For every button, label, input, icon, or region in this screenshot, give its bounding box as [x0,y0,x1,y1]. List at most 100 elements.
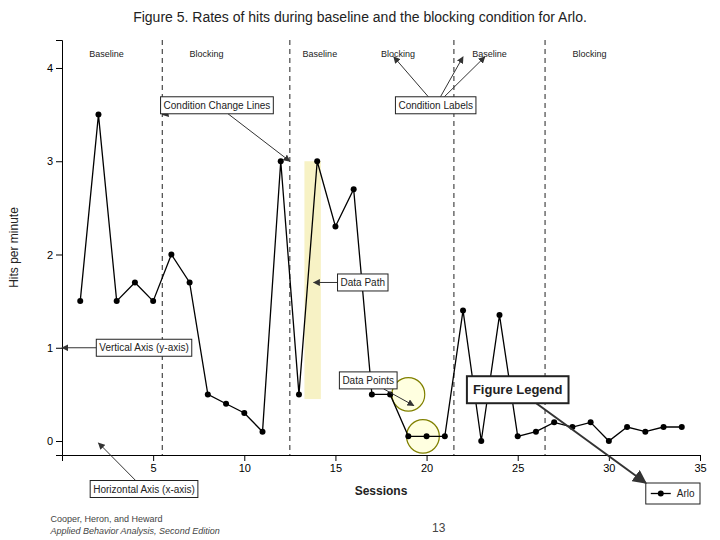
condition-label: Blocking [190,49,224,59]
annotation-box [96,339,191,356]
chart-container: Figure 5. Rates of hits during baseline … [0,0,720,540]
x-tick: 20 [421,455,433,474]
y-tick-label: 4 [47,62,53,74]
series-point [496,312,502,318]
plot-area: 5 10 15 20 25 30 35 0 1 2 3 4 Sessions Baseline Blocki… [47,40,707,504]
x-axis-title: Sessions [355,484,408,498]
series-point [533,429,539,435]
series-point [150,298,156,304]
series-point [187,279,193,285]
annotation: Condition Change Lines [161,97,274,114]
data-layer [77,40,685,455]
x-tick: 30 [603,455,615,474]
series-point [351,186,357,192]
x-tick-label: 35 [694,462,706,474]
series-point [624,424,630,430]
series-point [679,424,685,430]
x-tick-label: 5 [151,462,157,474]
series-line [80,115,682,441]
series-point [515,433,521,439]
footer: Cooper, Heron, and HewardApplied Behavio… [49,514,445,536]
y-tick: 3 [47,155,62,167]
condition-label: Blocking [381,49,415,59]
y-tick: 2 [47,249,62,261]
annotation-box [395,97,476,114]
y-axis-line [56,41,63,456]
annotation-box [161,97,274,114]
annotation-arrow [98,443,135,481]
annotation: Figure Legend [467,376,569,403]
series-point [95,112,101,118]
condition-label: Baseline [303,49,338,59]
condition-label: Baseline [472,49,507,59]
y-tick: 0 [47,435,62,447]
series-point [241,410,247,416]
series-point [296,391,302,397]
phase-line [289,40,290,455]
series-point [168,251,174,257]
highlight-band [304,161,320,399]
series-point [478,438,484,444]
legend: Arlo [646,483,700,504]
series-point [369,391,375,397]
series-point [314,158,320,164]
x-tick-mark [700,455,701,461]
annotation-text: Vertical Axis (y-axis) [99,342,188,353]
x-axis-line [63,456,701,462]
series-point [77,298,83,304]
x-tick-mark [153,455,154,461]
annotation-arrow [440,57,463,97]
annotation: Horizontal Axis (x-axis) [90,481,198,498]
series-point [642,429,648,435]
annotation-arrow [536,403,646,483]
x-tick-label: 10 [239,462,251,474]
annotation-text: Condition Labels [398,100,473,111]
series-point [205,391,211,397]
annotation-arrows [62,57,646,483]
y-tick: 1 [47,342,62,354]
x-tick: 25 [512,455,524,474]
series-point [278,158,284,164]
x-tick: 15 [330,455,342,474]
annotation-arrow [444,57,485,97]
footer-text: 13 [432,521,446,535]
legend-swatch-marker [658,491,664,497]
x-tick-label: 20 [421,462,433,474]
legend-item: Arlo [651,488,695,499]
series-point [460,307,466,313]
annotation-arrow [384,389,414,406]
annotation-box [90,481,198,498]
series-point [606,438,612,444]
annotation: Data Points [339,372,397,389]
series-point [442,433,448,439]
condition-label: Baseline [89,49,124,59]
x-tick-mark [427,455,428,461]
y-axis: 0 1 2 3 4 [47,41,63,456]
x-tick-mark [244,455,245,461]
annotation-box [338,274,388,291]
y-tick-mark [56,441,62,442]
y-tick-label: 2 [47,249,53,261]
x-tick: 35 [694,455,706,474]
annotation-arrow [394,57,429,97]
x-tick-label: 30 [603,462,615,474]
series-point [405,433,411,439]
series-point [332,224,338,230]
annotation: Condition Labels [395,97,476,114]
annotation-box [339,372,397,389]
annotation-arrow [228,114,290,161]
x-tick-mark [518,455,519,461]
series-point [114,298,120,304]
series-point [132,279,138,285]
annotation: Vertical Axis (y-axis) [96,339,191,356]
annotation: Data Path [338,274,388,291]
y-tick: 4 [47,62,62,74]
annotation-text: Horizontal Axis (x-axis) [93,484,195,495]
annotation-boxes: Condition Change Lines Condition Labels Ve… [90,97,568,498]
y-axis-title: Hits per minute [7,207,21,288]
condition-labels: Baseline Blocking Baseline Blocking Baseline… [89,49,606,59]
annotation-arrow [314,282,338,283]
series-point [588,419,594,425]
annotation-text: Data Path [341,277,385,288]
series-point [223,401,229,407]
